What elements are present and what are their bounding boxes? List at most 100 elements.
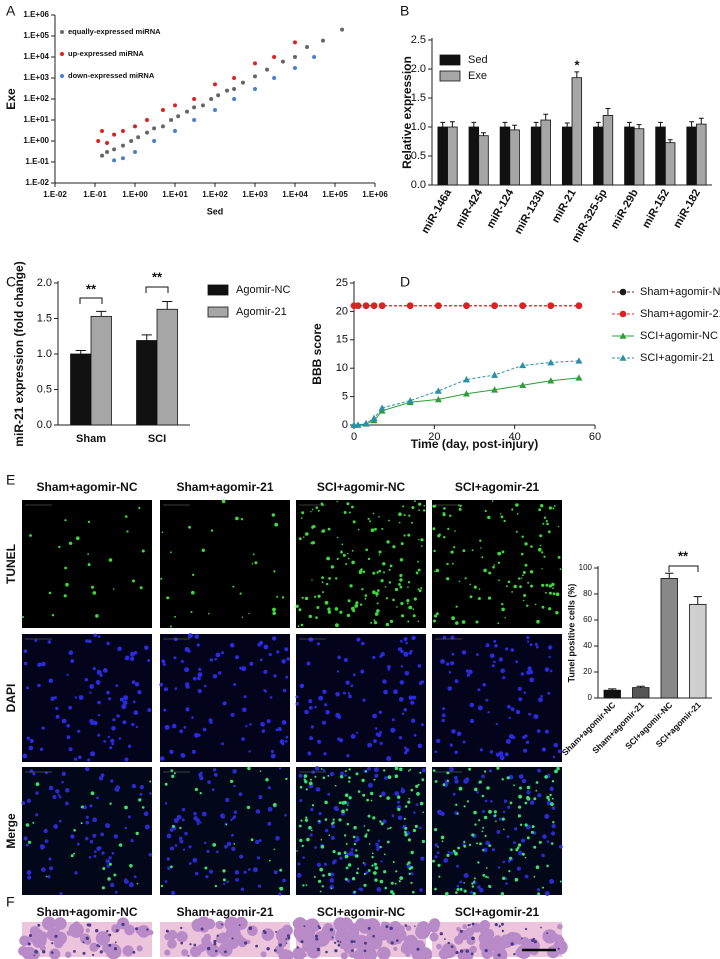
cell — [552, 821, 555, 824]
cell — [377, 839, 381, 843]
y-tick-label: 1.E+06 — [23, 10, 49, 19]
micrograph — [432, 500, 562, 628]
cell — [407, 533, 411, 537]
cell — [334, 607, 339, 611]
bar — [624, 126, 635, 186]
cell — [520, 672, 524, 676]
cell — [246, 805, 251, 810]
cell — [477, 861, 480, 864]
point — [253, 86, 257, 91]
cell — [420, 587, 423, 590]
cell — [359, 603, 363, 606]
cell — [501, 607, 505, 612]
cell — [400, 542, 404, 546]
cell — [479, 887, 484, 893]
cell — [373, 619, 376, 622]
error-bar — [636, 124, 642, 129]
cell — [92, 817, 98, 823]
cell — [334, 784, 337, 787]
cell — [198, 772, 203, 778]
cell — [87, 553, 89, 555]
cell — [195, 871, 199, 876]
cell — [244, 941, 248, 945]
cell — [70, 834, 75, 839]
cell — [318, 820, 321, 823]
marker — [519, 361, 527, 369]
cell — [478, 819, 481, 822]
y-tick-label: 1.0 — [37, 348, 52, 360]
cell — [454, 851, 458, 856]
cell — [315, 787, 321, 792]
cell — [192, 573, 195, 577]
cell — [497, 866, 501, 869]
cell — [239, 666, 243, 670]
cell — [239, 592, 242, 595]
error-bar — [481, 132, 486, 136]
cell — [444, 938, 446, 940]
cell — [164, 802, 168, 805]
cell — [394, 774, 399, 778]
cell — [335, 692, 340, 697]
cell — [388, 581, 392, 584]
cell — [457, 846, 460, 850]
cell — [340, 550, 343, 553]
cell — [213, 942, 217, 946]
cell — [536, 729, 541, 733]
cell — [404, 805, 408, 808]
y-axis-title: miR-21 expression (fold change) — [12, 261, 26, 446]
cell — [516, 846, 520, 849]
cell — [192, 676, 197, 681]
cell — [390, 941, 394, 945]
cell — [371, 864, 374, 867]
cell — [414, 925, 416, 928]
cell — [380, 579, 384, 583]
column-header: Sham+agomir-NC — [36, 905, 137, 919]
cell — [311, 579, 313, 581]
cell — [65, 951, 72, 958]
point — [192, 118, 197, 122]
cell — [65, 801, 69, 806]
cell — [147, 708, 152, 713]
micrograph — [160, 634, 290, 762]
cell — [355, 854, 359, 858]
cell — [164, 782, 168, 786]
cell — [387, 775, 392, 779]
x-tick-label: 1.E+00 — [122, 190, 148, 199]
cell — [351, 505, 354, 509]
cell — [274, 522, 279, 527]
cell — [396, 606, 398, 608]
x-tick-label: 1.E-01 — [83, 190, 107, 199]
cell — [310, 778, 312, 781]
cell — [376, 571, 379, 574]
cell — [255, 809, 261, 814]
cell — [473, 877, 476, 880]
cell — [31, 932, 47, 948]
cell — [95, 931, 111, 946]
cell — [233, 683, 237, 686]
y-tick-label: 0.5 — [37, 383, 52, 395]
cell — [102, 668, 108, 673]
marker — [406, 302, 414, 310]
cell — [399, 558, 404, 562]
cell — [501, 929, 505, 933]
cell — [524, 874, 529, 879]
cell — [351, 949, 354, 952]
cell — [131, 680, 136, 685]
cell — [516, 866, 521, 871]
cell — [374, 773, 379, 778]
cell — [440, 659, 445, 664]
point — [176, 114, 181, 119]
cell — [550, 842, 554, 845]
cell — [273, 674, 277, 678]
cell — [263, 689, 266, 692]
cell — [378, 554, 380, 556]
cell — [551, 582, 555, 587]
cell — [539, 534, 543, 538]
cell — [93, 720, 98, 726]
cell — [285, 675, 289, 679]
cell — [331, 824, 335, 829]
cell — [361, 641, 365, 646]
cell — [309, 833, 313, 837]
cell — [443, 858, 449, 863]
cell — [481, 794, 485, 798]
